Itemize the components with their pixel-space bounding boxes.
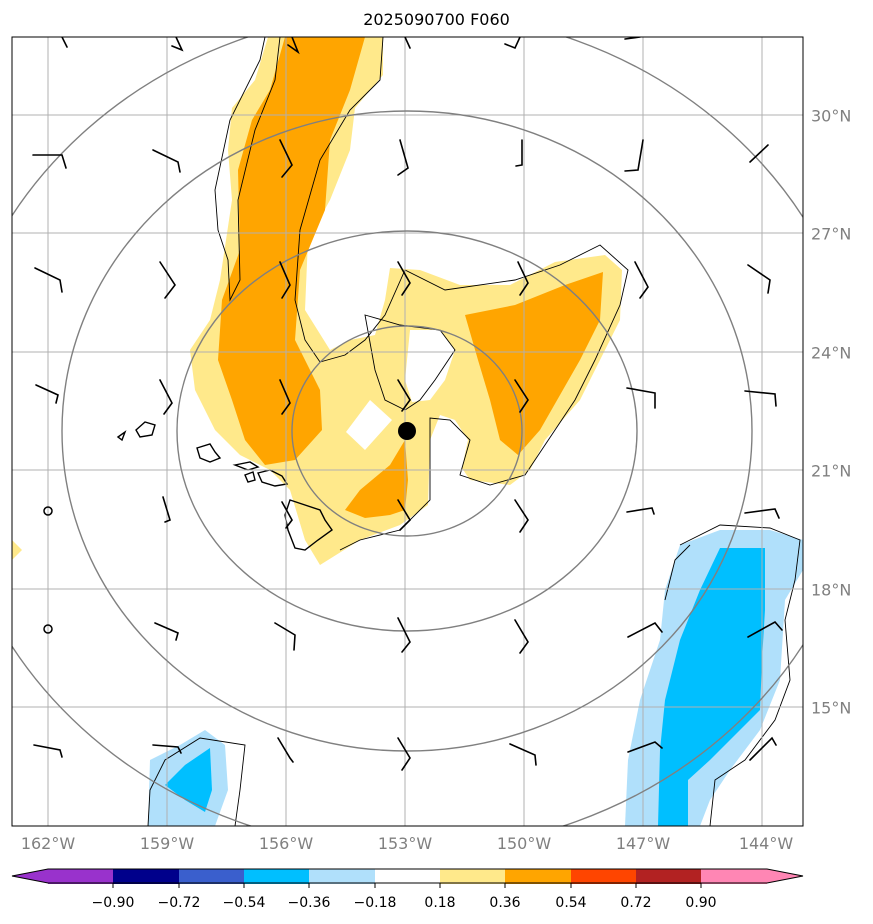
colorbar-tick-label: 0.72	[620, 895, 652, 911]
lat-label: 27°N	[811, 224, 852, 244]
colorbar-tick-label: −0.90	[91, 895, 135, 911]
lat-label: 18°N	[811, 580, 852, 600]
negative-anomaly-east-strong	[658, 548, 765, 826]
colorbar-tick-label: −0.18	[353, 895, 397, 911]
storm-center-marker	[398, 422, 416, 440]
range-ring-1	[291, 325, 523, 537]
range-ring-3	[61, 110, 753, 752]
lon-label: 156°W	[258, 834, 314, 853]
lat-label: 24°N	[811, 343, 852, 363]
colorbar-tick-label: 0.54	[555, 895, 587, 911]
lon-label: 144°W	[738, 834, 794, 853]
lon-label: 159°W	[139, 834, 195, 853]
colorbar-tick-label: −0.72	[157, 895, 201, 911]
hole-east-of-center	[405, 330, 455, 402]
lat-label: 30°N	[811, 106, 852, 126]
lat-label: 15°N	[811, 698, 852, 718]
map-title: 2025090700 F060	[363, 10, 510, 29]
colorbar-tick-label: 0.18	[424, 895, 456, 911]
colorbar	[11, 868, 804, 888]
colorbar-tick-label: −0.36	[287, 895, 331, 911]
lon-label: 162°W	[20, 834, 76, 853]
lat-label: 21°N	[811, 461, 852, 481]
colorbar-tick-label: −0.54	[222, 895, 266, 911]
colorbar-tick-label: 0.90	[685, 895, 717, 911]
lon-label: 147°W	[615, 834, 671, 853]
lon-label: 150°W	[496, 834, 552, 853]
lon-label: 153°W	[377, 834, 433, 853]
map-frame	[11, 36, 804, 827]
colorbar-tick-label: 0.36	[489, 895, 521, 911]
range-ring-2	[176, 230, 638, 632]
